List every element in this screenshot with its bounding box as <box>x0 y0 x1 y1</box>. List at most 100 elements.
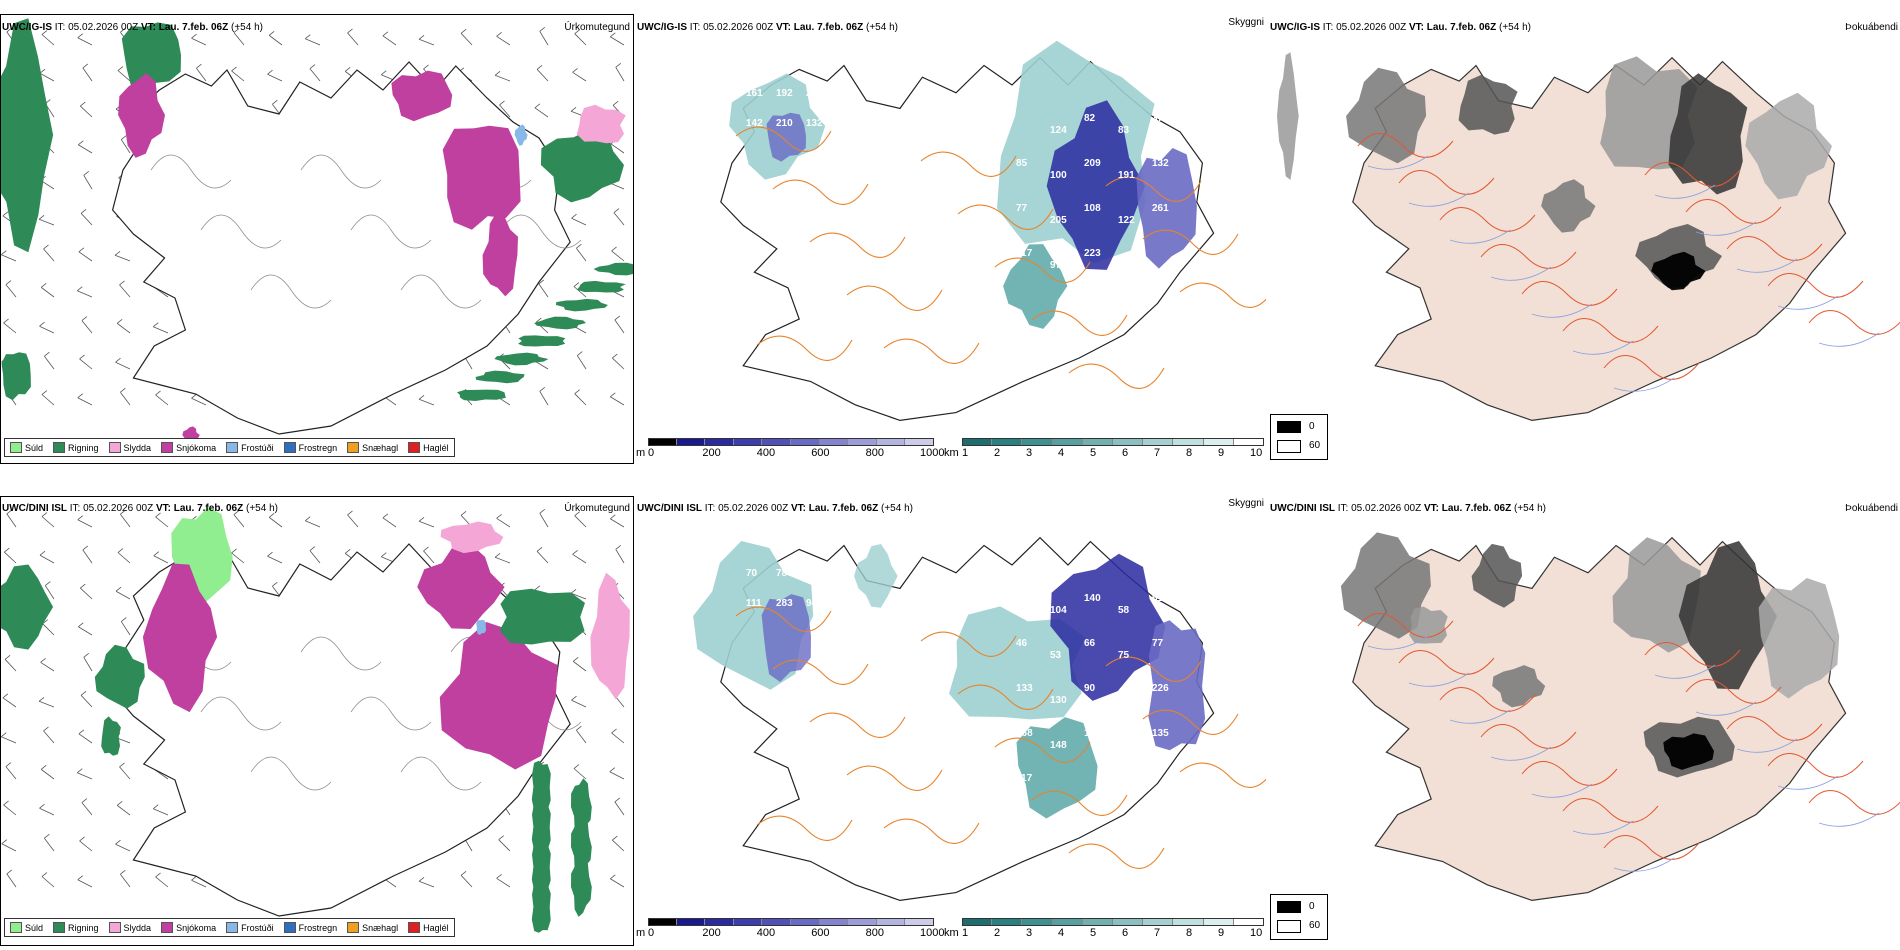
wind-barb-flag <box>423 546 429 552</box>
wind-barb <box>574 515 587 528</box>
wind-barb <box>78 251 93 262</box>
wind-barb <box>79 358 93 370</box>
visibility-value-label: 130 <box>1050 695 1067 706</box>
wind-barb-flag <box>40 657 46 663</box>
colorbar-segment <box>1173 918 1204 926</box>
road-line <box>1562 318 1659 343</box>
wind-barb-flag <box>44 351 50 357</box>
wind-barb <box>1 843 17 852</box>
river-line <box>1818 332 1880 347</box>
wind-barb <box>41 394 55 406</box>
sleet-area <box>440 521 504 554</box>
wind-barb-flag <box>571 213 577 219</box>
river-line <box>1572 340 1634 355</box>
wind-barb-flag <box>114 250 121 256</box>
wind-barb <box>115 590 131 600</box>
wind-barb <box>77 397 93 406</box>
wind-barb-flag <box>381 70 387 76</box>
low-visibility-area <box>1046 100 1145 270</box>
colorbar-tick-label: 800 <box>865 447 884 459</box>
wind-barb-flag <box>612 100 619 106</box>
road-line <box>735 606 832 632</box>
road-line <box>772 179 869 205</box>
rain-band <box>593 262 633 276</box>
colorbar-segment <box>791 918 820 926</box>
wind-barb-flag <box>496 31 502 37</box>
road-line <box>1105 176 1202 202</box>
wind-barb-flag <box>574 29 580 34</box>
wind-barb <box>41 516 55 528</box>
colorbar-tick-label: 0 <box>648 447 655 459</box>
road-line <box>1439 687 1536 712</box>
rain-band <box>576 280 626 293</box>
colorbar-segment <box>733 918 763 926</box>
colorbar-tick-label: 400 <box>756 447 776 459</box>
visibility-value-label: 82 <box>1084 113 1096 124</box>
wind-barb <box>40 661 55 672</box>
wind-barb-flag <box>82 545 89 551</box>
wind-barb-flag <box>41 390 48 395</box>
legend-swatch <box>408 442 421 453</box>
visibility-area <box>1003 244 1068 329</box>
river-line <box>1695 701 1757 716</box>
rain-area <box>540 129 624 203</box>
wind-barb-flag <box>191 33 197 39</box>
visibility-value-label: 191 <box>1118 170 1135 181</box>
wind-barb-flag <box>615 544 622 550</box>
wind-barb-flag <box>117 548 124 553</box>
road-line <box>250 756 332 791</box>
wind-barb <box>120 621 131 636</box>
wind-barb-flag <box>536 317 542 323</box>
wind-barb-flag <box>233 28 240 33</box>
wind-barb-flag <box>196 63 202 69</box>
river-line <box>1408 672 1470 687</box>
colorbar-tick-label: 5 <box>1090 447 1097 459</box>
wind-barb-flag <box>614 315 621 321</box>
road-line <box>756 815 853 841</box>
wind-barb-flag <box>81 798 88 803</box>
visibility-value-label: 226 <box>1152 683 1169 694</box>
wind-barb <box>268 35 283 46</box>
road-line <box>920 631 1017 657</box>
wind-barb <box>231 552 245 564</box>
wind-barb-flag <box>536 546 543 552</box>
colorbar-frame <box>962 438 1264 446</box>
wind-barb <box>573 286 587 298</box>
wind-barb-flag <box>574 511 580 516</box>
wind-barb <box>496 35 511 46</box>
visibility-colorbar-row1: km 1 2 3 4 5 6 7 8 9 10 <box>944 438 1266 462</box>
wind-barb <box>41 876 55 888</box>
road-line <box>1603 355 1700 380</box>
wind-barb <box>120 391 131 406</box>
wind-barb-flag <box>41 30 48 35</box>
wind-barb-flag <box>344 67 351 72</box>
legend-item: Frostregn <box>283 922 337 933</box>
colorbar-tick-label: 400 <box>756 927 776 939</box>
road-line <box>1398 170 1495 195</box>
colorbar-tick-label: 6 <box>1122 447 1129 459</box>
legend-label: Slydda <box>123 442 152 453</box>
wind-barb-flag <box>612 835 618 841</box>
wind-barb-flag <box>41 512 48 517</box>
wind-barb-flag <box>39 550 46 556</box>
road-line <box>350 696 432 731</box>
panel-field-name-precip-row2: Úrkomutegund <box>564 503 630 514</box>
wind-barb-flag <box>539 508 546 514</box>
wind-barb <box>1 254 17 262</box>
wind-barb-flag <box>153 322 159 328</box>
road-line <box>1808 790 1900 815</box>
legend-item: Snæhagl <box>347 922 398 933</box>
visibility-value-label: 108 <box>1084 203 1101 214</box>
legend-swatch <box>108 442 121 453</box>
colorbar-tick-label: 1000 <box>920 927 945 939</box>
legend-swatch <box>53 442 66 453</box>
road-line <box>1644 162 1741 187</box>
low-visibility-area <box>1050 553 1166 701</box>
visibility-value-label: 283 <box>776 598 793 609</box>
precip-panel-row2 <box>0 496 634 946</box>
wind-barb <box>231 70 245 82</box>
wind-barb-flag <box>191 875 197 881</box>
wind-barb-flag <box>539 26 546 32</box>
colorbar-frame <box>648 438 934 446</box>
river-line <box>1367 155 1429 170</box>
